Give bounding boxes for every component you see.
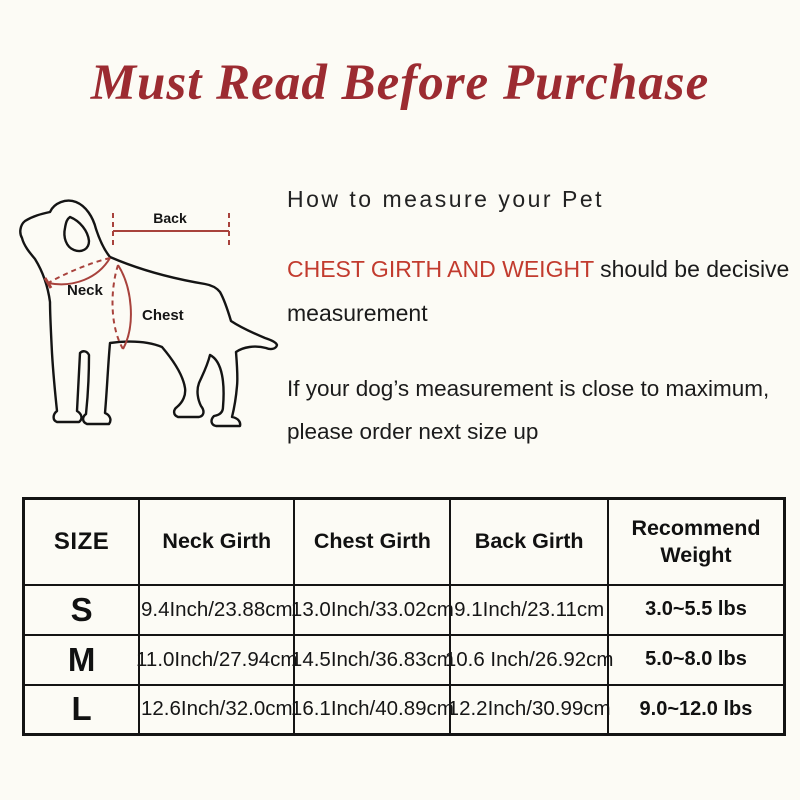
back-label: Back bbox=[153, 210, 187, 226]
header-recommend-weight: Recommend Weight bbox=[606, 497, 786, 586]
size-l-label: L bbox=[22, 683, 141, 736]
decisive-line-2: measurement bbox=[287, 300, 428, 326]
size-m-neck-girth: 11.0Inch/27.94cm bbox=[136, 633, 298, 686]
dog-outline-illustration: Back Neck Chest bbox=[19, 199, 279, 428]
dog-measurement-diagram: Back Neck Chest bbox=[10, 175, 290, 475]
page-title: Must Read Before Purchase bbox=[90, 55, 710, 111]
note-line-1: If your dog’s measurement is close to ma… bbox=[287, 376, 770, 401]
dog-ear-path bbox=[63, 215, 91, 253]
size-l-weight: 9.0~12.0 lbs bbox=[606, 683, 786, 736]
neck-label: Neck bbox=[67, 282, 104, 299]
size-l-chest-girth: 16.1Inch/40.89cm bbox=[291, 683, 454, 736]
size-m-label: M bbox=[22, 633, 141, 686]
size-s-chest-girth: 13.0Inch/33.02cm bbox=[291, 583, 454, 636]
size-s-label: S bbox=[22, 583, 141, 636]
size-l-back-girth: 12.2Inch/30.99cm bbox=[448, 683, 611, 736]
size-s-weight: 3.0~5.5 lbs bbox=[606, 583, 786, 636]
dog-body-path bbox=[19, 199, 279, 428]
header-back-girth: Back Girth bbox=[449, 497, 609, 586]
table-row-size-s: S 9.4Inch/23.88cm 13.0Inch/33.02cm 9.1In… bbox=[22, 583, 786, 636]
header-size: SIZE bbox=[22, 497, 141, 586]
size-m-chest-girth: 14.5Inch/36.83cm bbox=[291, 633, 454, 686]
howto-heading: How to measure your Pet bbox=[287, 186, 605, 212]
table-header-row: SIZE Neck Girth Chest Girth Back Girth R… bbox=[22, 497, 786, 586]
size-s-back-girth: 9.1Inch/23.11cm bbox=[449, 583, 609, 636]
header-neck-girth: Neck Girth bbox=[138, 497, 296, 586]
note-line-2: please order next size up bbox=[287, 419, 539, 444]
size-m-weight: 5.0~8.0 lbs bbox=[606, 633, 786, 686]
chest-measure-dashed bbox=[111, 264, 124, 350]
neck-measure-tick bbox=[43, 277, 53, 289]
size-m-back-girth: 10.6 Inch/26.92cm bbox=[445, 633, 613, 686]
neck-measure-solid bbox=[47, 257, 111, 286]
header-chest-girth: Chest Girth bbox=[293, 497, 452, 586]
table-row-size-m: M 11.0Inch/27.94cm 14.5Inch/36.83cm 10.6… bbox=[22, 633, 786, 686]
size-up-note: If your dog’s measurement is close to ma… bbox=[287, 367, 769, 453]
chest-measure-solid bbox=[117, 264, 132, 350]
decisive-measurement-text: CHEST GIRTH AND WEIGHT should be decisiv… bbox=[287, 247, 789, 335]
table-row-size-l: L 12.6Inch/32.0cm 16.1Inch/40.89cm 12.2I… bbox=[22, 683, 786, 736]
chest-girth-weight-highlight: CHEST GIRTH AND WEIGHT bbox=[287, 256, 594, 282]
size-l-neck-girth: 12.6Inch/32.0cm bbox=[138, 683, 296, 736]
decisive-rest: should be decisive bbox=[593, 256, 790, 282]
size-chart-table: SIZE Neck Girth Chest Girth Back Girth R… bbox=[22, 497, 786, 736]
size-s-neck-girth: 9.4Inch/23.88cm bbox=[138, 583, 296, 636]
chest-label: Chest bbox=[142, 307, 184, 324]
decisive-line-1: CHEST GIRTH AND WEIGHT should be decisiv… bbox=[287, 247, 789, 291]
